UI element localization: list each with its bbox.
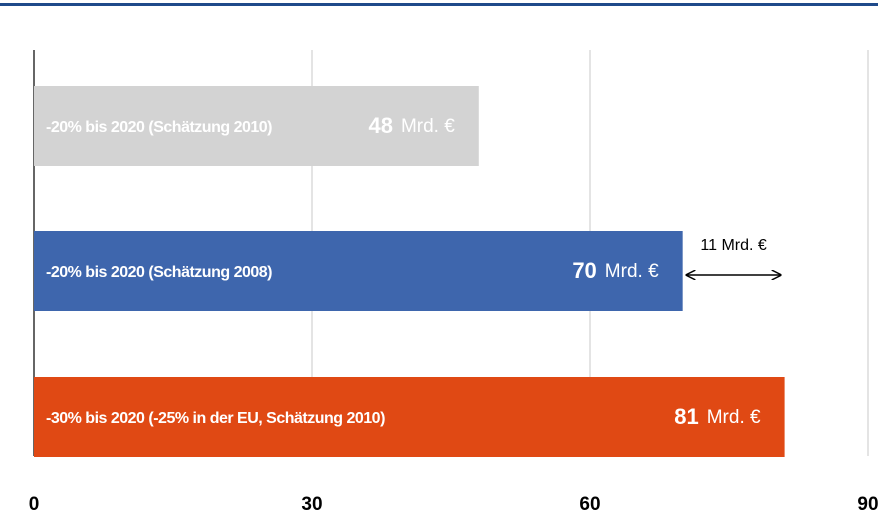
x-tick-label: 60 (579, 494, 600, 515)
x-tick-label: 30 (301, 494, 322, 515)
value-label: 81 Mrd. € (674, 404, 761, 429)
value-number: 70 (572, 258, 596, 283)
value-label: 70 Mrd. € (572, 258, 659, 283)
x-tick-label: 90 (857, 494, 878, 515)
bar-label: -20% bis 2020 (Schätzung 2008) (46, 264, 272, 281)
x-tick-label: 0 (29, 494, 40, 515)
value-label: 48 Mrd. € (368, 113, 455, 138)
value-unit: Mrd. € (401, 116, 455, 137)
bar (34, 377, 785, 457)
value-unit: Mrd. € (605, 261, 659, 282)
bar (34, 231, 683, 311)
bar (34, 86, 479, 166)
bar-label: -20% bis 2020 (Schätzung 2010) (46, 119, 272, 136)
value-number: 81 (674, 404, 698, 429)
bar-label: -30% bis 2020 (-25% in der EU, Schätzung… (46, 410, 385, 427)
annotation: 11 Mrd. € (700, 237, 767, 254)
top-rule (0, 3, 878, 6)
value-unit: Mrd. € (707, 407, 761, 428)
value-number: 48 (368, 113, 392, 138)
